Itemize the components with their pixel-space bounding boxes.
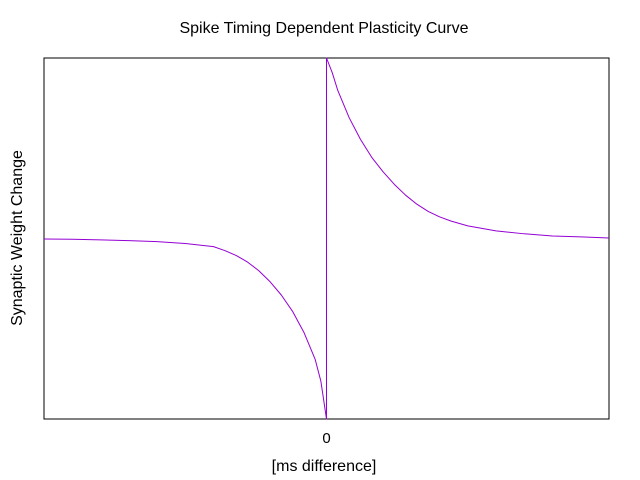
chart-title: Spike Timing Dependent Plasticity Curve [179, 20, 468, 37]
y-axis-label: Synaptic Weight Change [9, 150, 26, 326]
x-axis-label: [ms difference] [272, 458, 377, 475]
x-axis-ticks: 0 [322, 430, 330, 447]
x-tick-label-0: 0 [322, 430, 330, 447]
series-line-0 [43, 57, 610, 420]
series-layer [43, 57, 610, 420]
